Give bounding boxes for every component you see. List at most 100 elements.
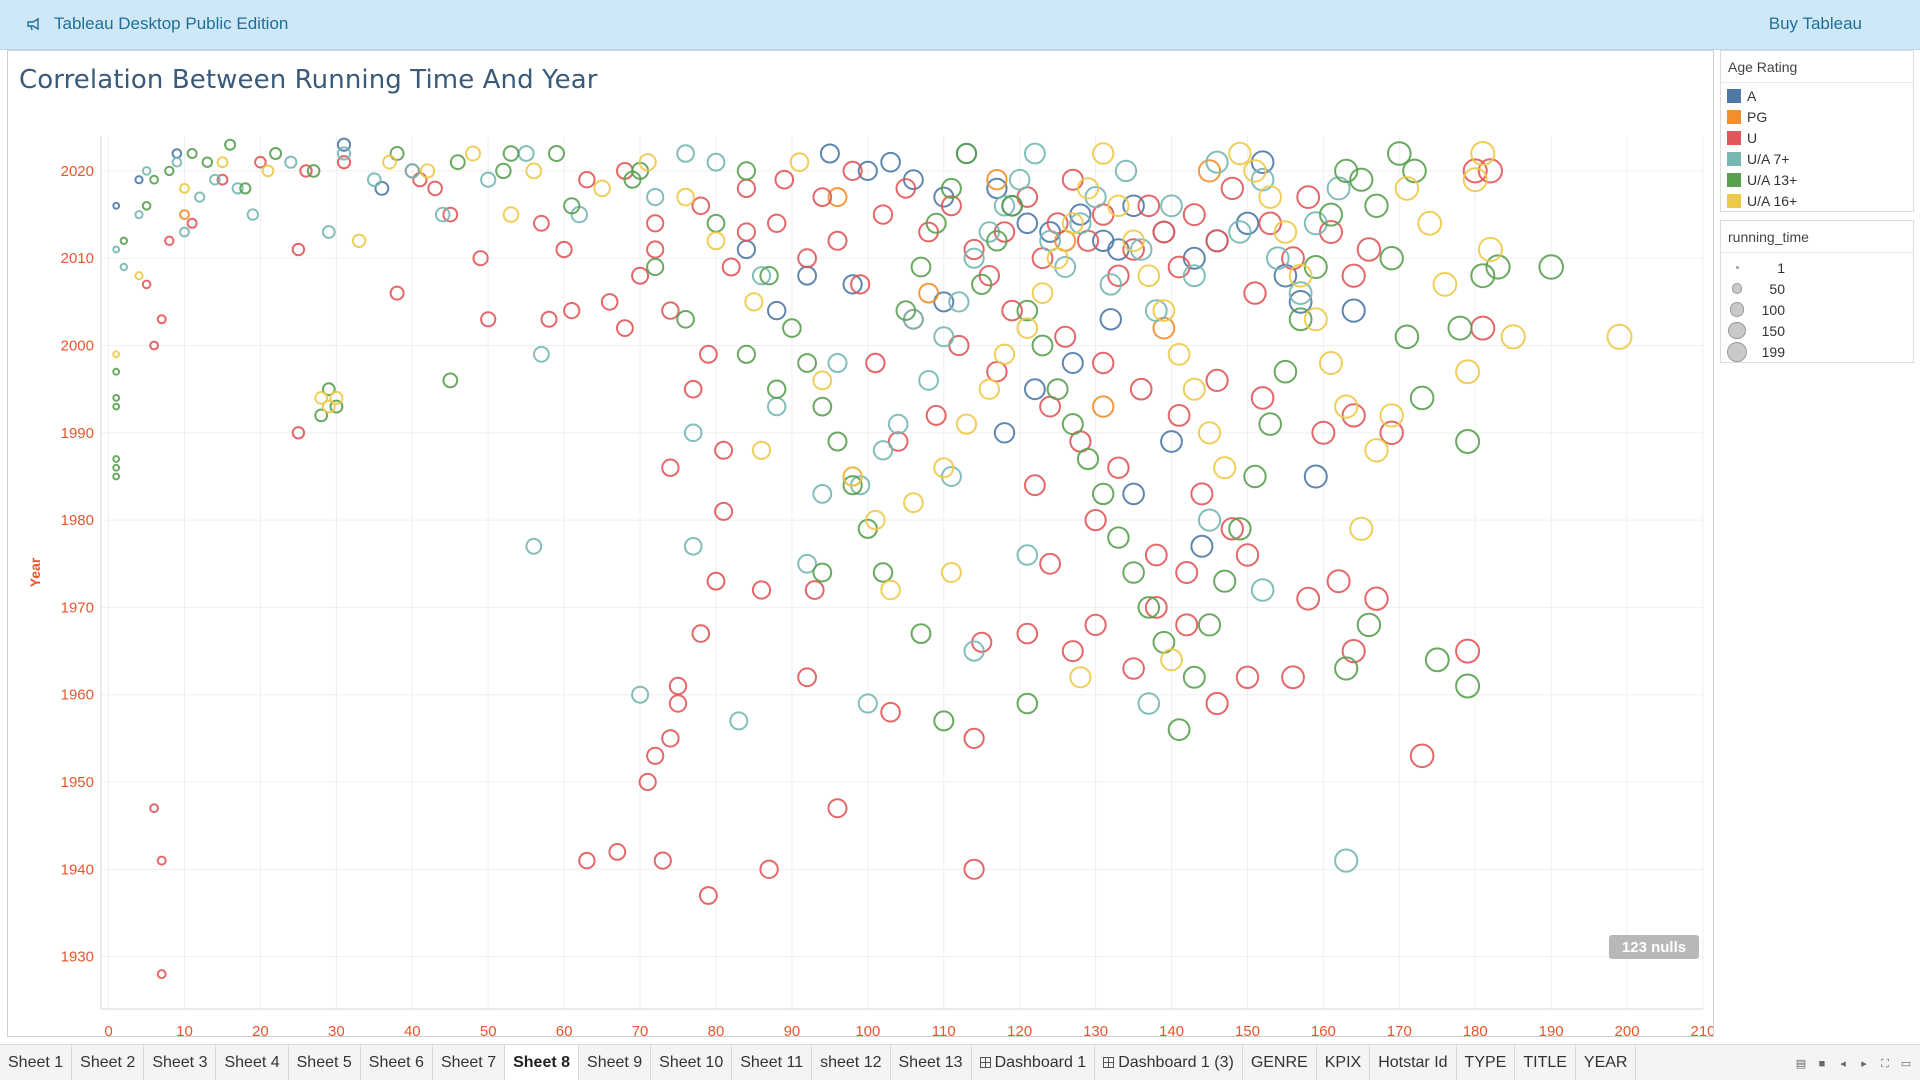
data-point[interactable] [887, 413, 909, 435]
data-point[interactable] [827, 187, 848, 208]
data-point[interactable] [321, 382, 336, 397]
data-point[interactable] [683, 423, 703, 443]
data-point[interactable] [1349, 167, 1374, 192]
data-point[interactable] [1220, 176, 1245, 201]
data-point[interactable] [1160, 430, 1183, 453]
data-point[interactable] [865, 352, 886, 374]
data-point[interactable] [548, 145, 565, 162]
data-point[interactable] [1197, 421, 1222, 445]
data-point[interactable] [933, 710, 955, 732]
data-point[interactable] [156, 969, 167, 980]
data-point[interactable] [1137, 264, 1161, 287]
data-point[interactable] [321, 399, 336, 414]
data-point[interactable] [291, 426, 306, 440]
data-point[interactable] [948, 291, 970, 313]
data-point[interactable] [1107, 264, 1130, 287]
data-point[interactable] [1084, 613, 1107, 637]
data-point[interactable] [978, 378, 1000, 400]
data-point[interactable] [1326, 569, 1351, 594]
data-point[interactable] [1061, 640, 1084, 663]
data-point[interactable] [186, 148, 198, 159]
data-point[interactable] [1092, 142, 1115, 165]
data-point[interactable] [1341, 403, 1366, 428]
data-point[interactable] [1092, 395, 1115, 418]
data-point[interactable] [1334, 848, 1359, 873]
data-point[interactable] [112, 350, 121, 359]
data-point[interactable] [699, 344, 718, 364]
data-point[interactable] [1341, 639, 1366, 664]
data-point[interactable] [216, 156, 229, 169]
data-point[interactable] [1228, 220, 1252, 244]
data-point[interactable] [578, 851, 596, 870]
sheet-tab[interactable]: Sheet 11 [732, 1045, 813, 1080]
data-point[interactable] [1455, 638, 1481, 664]
data-point[interactable] [1228, 517, 1252, 541]
data-point[interactable] [955, 413, 978, 435]
data-point[interactable] [112, 201, 121, 210]
data-point[interactable] [1250, 150, 1275, 174]
data-point[interactable] [842, 160, 863, 182]
data-point[interactable] [1409, 385, 1435, 411]
data-point[interactable] [767, 379, 787, 399]
presentation-icon[interactable]: ▭ [1900, 1058, 1912, 1070]
data-point[interactable] [1122, 229, 1145, 253]
data-point[interactable] [910, 256, 932, 278]
data-point[interactable] [1001, 299, 1023, 322]
data-point[interactable] [812, 484, 833, 504]
data-point[interactable] [933, 326, 955, 348]
data-point[interactable] [668, 694, 688, 713]
data-point[interactable] [1424, 647, 1450, 673]
data-point[interactable] [1477, 236, 1504, 263]
data-point[interactable] [721, 257, 741, 277]
data-point[interactable] [1273, 220, 1298, 244]
data-point[interactable] [1258, 211, 1282, 236]
color-legend-item[interactable]: U/A 16+ [1721, 190, 1913, 211]
data-point[interactable] [186, 217, 198, 229]
scatter-plot[interactable]: 0 10 20 30 40 50 60 70 80 90 100 110 120 130 140 150 160… [8, 51, 1713, 1036]
data-point[interactable] [653, 851, 672, 870]
data-point[interactable] [676, 310, 695, 329]
data-point[interactable] [299, 164, 313, 178]
data-point[interactable] [1016, 622, 1039, 645]
data-point[interactable] [1235, 665, 1260, 689]
data-point[interactable] [608, 843, 627, 861]
data-point[interactable] [971, 273, 993, 295]
buy-tableau-link[interactable]: Buy Tableau [1768, 14, 1862, 33]
data-point[interactable] [1129, 377, 1153, 401]
data-point[interactable] [1046, 247, 1069, 270]
data-point[interactable] [804, 580, 825, 600]
sheet-tab[interactable]: Sheet 8 [505, 1045, 580, 1080]
data-point[interactable] [736, 239, 757, 260]
data-point[interactable] [1266, 246, 1290, 270]
data-point[interactable] [1319, 220, 1343, 244]
data-point[interactable] [827, 798, 848, 819]
sheet-tab[interactable]: Dashboard 1 [972, 1045, 1096, 1080]
data-point[interactable] [940, 195, 962, 217]
data-point[interactable] [993, 343, 1016, 365]
data-point[interactable] [502, 145, 520, 162]
data-point[interactable] [699, 886, 718, 905]
data-point[interactable] [1341, 263, 1366, 288]
data-point[interactable] [872, 440, 894, 461]
data-point[interactable] [963, 727, 985, 750]
data-point[interactable] [1137, 692, 1161, 715]
data-point[interactable] [925, 212, 947, 234]
sheet-tab[interactable]: Sheet 2 [72, 1045, 145, 1080]
data-point[interactable] [1258, 185, 1282, 209]
data-point[interactable] [1167, 718, 1191, 741]
data-point[interactable] [1076, 177, 1100, 200]
data-point[interactable] [1349, 516, 1374, 541]
data-point[interactable] [1182, 665, 1206, 689]
data-point[interactable] [1387, 141, 1412, 166]
data-point[interactable] [179, 226, 190, 238]
data-point[interactable] [449, 154, 466, 171]
data-point[interactable] [578, 171, 596, 189]
nulls-indicator[interactable]: 123 nulls [1609, 935, 1699, 959]
data-point[interactable] [963, 640, 985, 662]
data-point[interactable] [880, 151, 901, 173]
data-point[interactable] [149, 803, 160, 814]
data-point[interactable] [119, 236, 129, 246]
data-point[interactable] [427, 180, 443, 197]
data-point[interactable] [1031, 282, 1054, 305]
data-point[interactable] [933, 291, 955, 313]
